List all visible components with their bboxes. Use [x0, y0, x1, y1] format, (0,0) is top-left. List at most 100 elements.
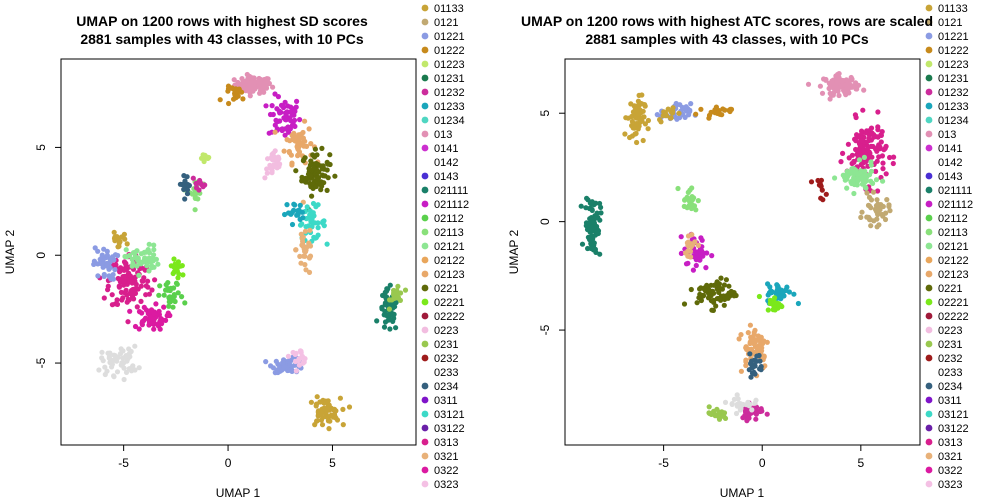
- data-point: [318, 417, 324, 423]
- legend-item: 01234: [421, 115, 465, 127]
- data-point: [875, 124, 881, 130]
- data-point: [193, 180, 199, 187]
- data-point: [390, 318, 396, 324]
- legend-marker: [925, 382, 933, 390]
- data-point: [101, 273, 107, 279]
- data-point: [877, 144, 883, 150]
- legend-label: 0322: [434, 465, 458, 477]
- data-point: [386, 306, 392, 312]
- data-point: [325, 418, 331, 424]
- data-point: [298, 133, 304, 139]
- data-point: [165, 287, 171, 293]
- y-axis-label-sd: UMAP 2: [3, 229, 17, 274]
- data-point: [118, 346, 124, 352]
- legend-item: 0322: [925, 465, 962, 477]
- data-point: [675, 185, 681, 192]
- data-point: [102, 364, 108, 370]
- data-point: [874, 148, 880, 154]
- legend-label: 0232: [938, 353, 962, 365]
- y-tick-label: -5: [34, 357, 48, 368]
- data-point: [315, 162, 321, 168]
- data-point: [721, 282, 728, 288]
- data-point: [293, 247, 299, 253]
- legend-item: 0313: [925, 437, 962, 449]
- chart-title-sd: UMAP on 1200 rows with highest SD scores: [76, 13, 368, 29]
- data-point: [122, 273, 128, 279]
- data-point: [319, 422, 326, 428]
- data-point: [166, 303, 172, 309]
- legend-label: 0322: [938, 465, 962, 477]
- legend-item: 01222: [421, 45, 465, 57]
- data-point: [296, 356, 302, 362]
- legend-marker: [421, 88, 429, 96]
- data-point: [869, 130, 875, 136]
- data-point: [206, 154, 212, 161]
- data-point: [167, 312, 173, 319]
- data-point: [292, 358, 299, 365]
- data-point: [157, 326, 163, 332]
- data-point: [285, 353, 291, 359]
- legend-item: 0231: [421, 339, 458, 351]
- data-point: [854, 182, 860, 188]
- data-point: [878, 139, 884, 145]
- data-point: [109, 302, 115, 308]
- legend-marker: [421, 326, 429, 334]
- data-point: [268, 165, 274, 172]
- data-point: [776, 301, 782, 307]
- data-point: [704, 250, 710, 256]
- data-point: [597, 200, 603, 207]
- data-point: [324, 406, 331, 412]
- legend-item: 01233: [421, 101, 465, 113]
- legend-marker: [421, 102, 429, 110]
- legend-marker: [925, 326, 933, 334]
- data-point: [246, 87, 252, 93]
- data-point: [313, 183, 319, 190]
- legend-marker: [925, 270, 933, 278]
- data-point: [263, 103, 269, 109]
- legend-item: 0322: [421, 465, 458, 477]
- data-point: [868, 162, 874, 168]
- legend-label: 02123: [938, 269, 969, 281]
- data-point: [273, 358, 279, 364]
- data-point: [127, 252, 133, 258]
- data-point: [706, 410, 712, 416]
- data-point: [876, 154, 882, 160]
- data-point: [280, 103, 286, 109]
- data-point: [138, 261, 144, 267]
- legend-label: 0232: [434, 353, 458, 365]
- data-point: [693, 207, 699, 213]
- data-point: [820, 197, 826, 203]
- data-point: [752, 344, 759, 350]
- data-point: [852, 169, 858, 175]
- legend-item: 0232: [925, 353, 962, 365]
- data-point: [106, 355, 112, 361]
- data-point: [670, 105, 676, 111]
- legend-marker: [925, 18, 933, 26]
- data-point: [632, 104, 638, 110]
- data-point: [110, 272, 116, 278]
- legend-label: 01233: [434, 101, 465, 113]
- data-point: [716, 289, 722, 295]
- data-point: [270, 84, 276, 90]
- data-point: [111, 229, 117, 235]
- data-point: [737, 407, 743, 413]
- data-point: [171, 256, 177, 262]
- data-point: [884, 197, 890, 203]
- legend-marker: [421, 466, 429, 474]
- data-point: [321, 223, 327, 229]
- legend-marker: [925, 228, 933, 236]
- data-point: [122, 253, 128, 260]
- legend-marker: [925, 200, 933, 208]
- data-point: [772, 307, 778, 313]
- data-point: [856, 148, 862, 154]
- data-point: [640, 137, 646, 144]
- data-point: [709, 253, 715, 259]
- data-point: [157, 283, 163, 289]
- data-point: [874, 208, 881, 214]
- data-point: [838, 159, 844, 165]
- data-point: [864, 190, 870, 196]
- x-axis-label-sd: UMAP 1: [216, 486, 261, 500]
- data-point: [387, 326, 393, 332]
- data-point: [314, 175, 320, 181]
- legend-item: 01222: [925, 45, 969, 57]
